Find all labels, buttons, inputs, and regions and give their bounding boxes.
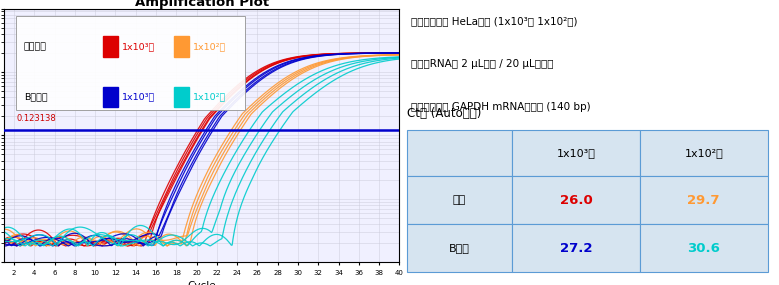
Text: 1x10²個: 1x10²個 bbox=[193, 42, 226, 51]
Bar bbox=[174, 36, 189, 57]
Text: 27.2: 27.2 bbox=[560, 242, 592, 255]
Bar bbox=[103, 36, 118, 57]
Bar bbox=[512, 130, 640, 176]
FancyBboxPatch shape bbox=[16, 16, 245, 110]
Text: 【镃型RNA】 2 μL添加 / 20 μL反応系: 【镃型RNA】 2 μL添加 / 20 μL反応系 bbox=[411, 59, 553, 69]
Bar bbox=[512, 224, 640, 272]
Text: 0.123138: 0.123138 bbox=[16, 115, 56, 123]
Bar bbox=[512, 176, 640, 224]
X-axis label: Cycle: Cycle bbox=[187, 281, 216, 285]
Text: 1x10³、: 1x10³、 bbox=[122, 42, 155, 51]
Text: 1x10²個: 1x10²個 bbox=[684, 148, 723, 158]
Text: 30.6: 30.6 bbox=[687, 242, 720, 255]
Text: 29.7: 29.7 bbox=[688, 194, 720, 207]
Text: Ct値 (Auto解析): Ct値 (Auto解析) bbox=[407, 107, 481, 120]
Bar bbox=[103, 87, 118, 107]
Bar bbox=[174, 87, 189, 107]
Bar bbox=[640, 130, 767, 176]
Text: B社品: B社品 bbox=[449, 243, 470, 253]
Text: 1x10²個: 1x10²個 bbox=[193, 93, 226, 102]
Bar bbox=[407, 224, 512, 272]
Text: 26.0: 26.0 bbox=[559, 194, 592, 207]
Text: 1x10³個: 1x10³個 bbox=[556, 148, 595, 158]
Text: 【増幅対象】 GAPDH mRNAの一部 (140 bp): 【増幅対象】 GAPDH mRNAの一部 (140 bp) bbox=[411, 102, 590, 112]
Bar bbox=[640, 224, 767, 272]
Text: 【抜出試料】 HeLa細胞 (1x10³、 1x10²個): 【抜出試料】 HeLa細胞 (1x10³、 1x10²個) bbox=[411, 16, 577, 26]
Text: B社品：: B社品： bbox=[23, 93, 48, 102]
Bar bbox=[407, 176, 512, 224]
Title: Amplification Plot: Amplification Plot bbox=[135, 0, 269, 9]
Bar bbox=[640, 176, 767, 224]
Text: 本　品：: 本 品： bbox=[23, 42, 47, 51]
Text: 1x10³、: 1x10³、 bbox=[122, 93, 155, 102]
Text: 本品: 本品 bbox=[453, 195, 466, 205]
Bar bbox=[407, 130, 512, 176]
